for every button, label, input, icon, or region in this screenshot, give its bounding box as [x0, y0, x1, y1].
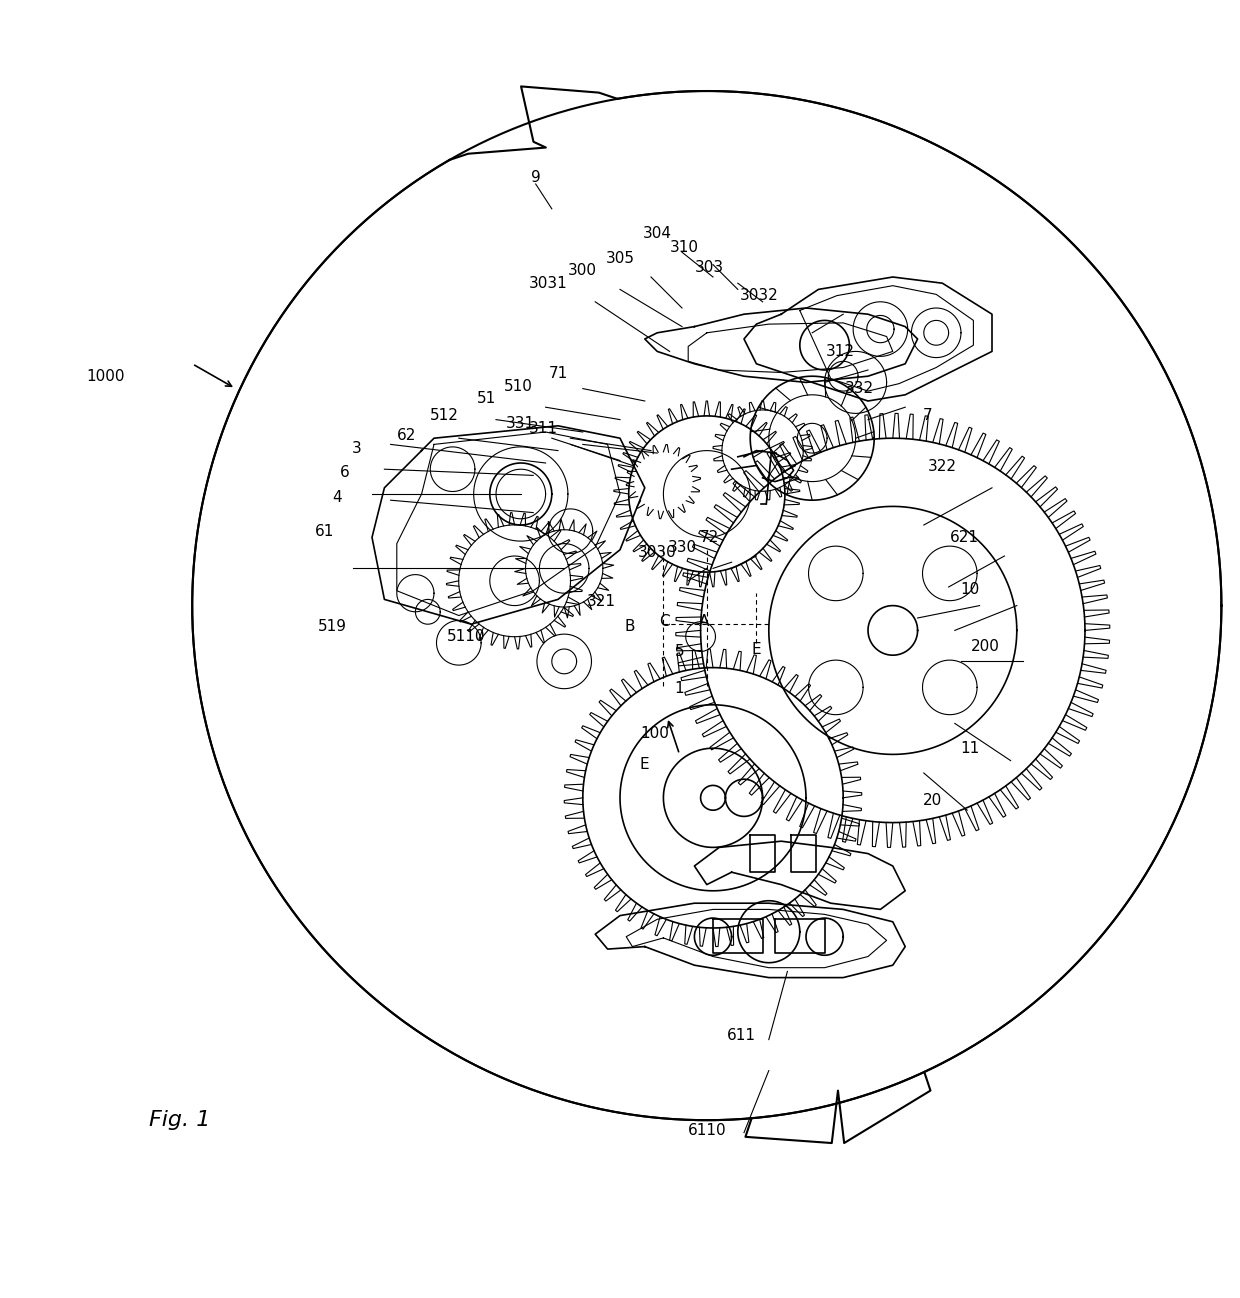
Text: 11: 11 — [960, 741, 980, 755]
Text: 10: 10 — [960, 582, 980, 597]
Text: 312: 312 — [826, 344, 856, 360]
Text: 6110: 6110 — [687, 1123, 727, 1137]
Text: 5110: 5110 — [446, 630, 486, 644]
Text: 72: 72 — [699, 530, 719, 545]
Text: 1000: 1000 — [86, 369, 125, 384]
Text: 71: 71 — [548, 366, 568, 382]
Text: 332: 332 — [844, 382, 874, 396]
Text: 20: 20 — [923, 793, 942, 807]
Text: C: C — [660, 614, 670, 630]
Text: 5: 5 — [675, 644, 684, 659]
Text: E: E — [640, 757, 650, 772]
Text: 61: 61 — [315, 523, 335, 539]
Text: 304: 304 — [642, 226, 672, 241]
Text: 1: 1 — [675, 681, 684, 696]
Text: 310: 310 — [670, 240, 699, 254]
Text: B: B — [625, 619, 635, 635]
Text: 3: 3 — [352, 440, 362, 456]
Text: Fig. 1: Fig. 1 — [149, 1110, 210, 1131]
Text: 9: 9 — [531, 170, 541, 186]
Text: 519: 519 — [317, 619, 347, 635]
Text: 621: 621 — [950, 530, 980, 545]
Text: 305: 305 — [605, 251, 635, 266]
Text: 3030: 3030 — [637, 545, 677, 559]
Text: 510: 510 — [503, 379, 533, 393]
Text: 100: 100 — [640, 726, 670, 741]
Text: 330: 330 — [667, 540, 697, 554]
Text: 512: 512 — [429, 409, 459, 423]
Text: A: A — [699, 614, 709, 630]
Text: 6: 6 — [340, 466, 350, 480]
Text: 51: 51 — [476, 391, 496, 406]
Text: 62: 62 — [397, 428, 417, 443]
Text: 7: 7 — [923, 409, 932, 423]
Text: 3031: 3031 — [528, 275, 568, 291]
Text: 300: 300 — [568, 263, 598, 278]
Text: 3032: 3032 — [739, 288, 779, 304]
Text: 311: 311 — [528, 421, 558, 436]
Text: 303: 303 — [694, 260, 724, 275]
Text: 331: 331 — [506, 415, 536, 431]
Text: 321: 321 — [587, 594, 616, 609]
Text: 4: 4 — [332, 491, 342, 505]
Text: E: E — [751, 641, 761, 657]
Text: 611: 611 — [727, 1028, 756, 1044]
Text: 322: 322 — [928, 459, 957, 474]
Text: 200: 200 — [971, 639, 1001, 654]
